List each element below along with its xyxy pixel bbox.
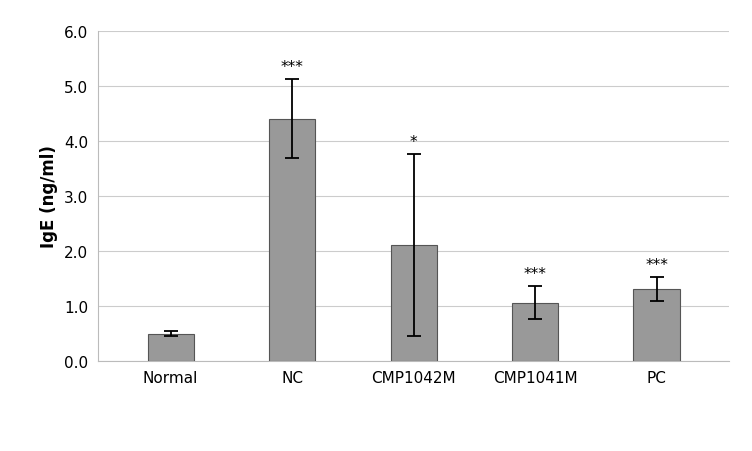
Bar [512,303,558,361]
Text: ***: *** [645,257,668,272]
Y-axis label: IgE (ng/ml): IgE (ng/ml) [41,145,58,248]
Bar [269,120,315,361]
Bar [633,290,680,361]
Text: *: * [410,134,417,150]
Text: ***: *** [523,266,547,281]
Bar [390,245,437,361]
Text: ***: *** [280,60,304,74]
Bar [147,334,194,361]
